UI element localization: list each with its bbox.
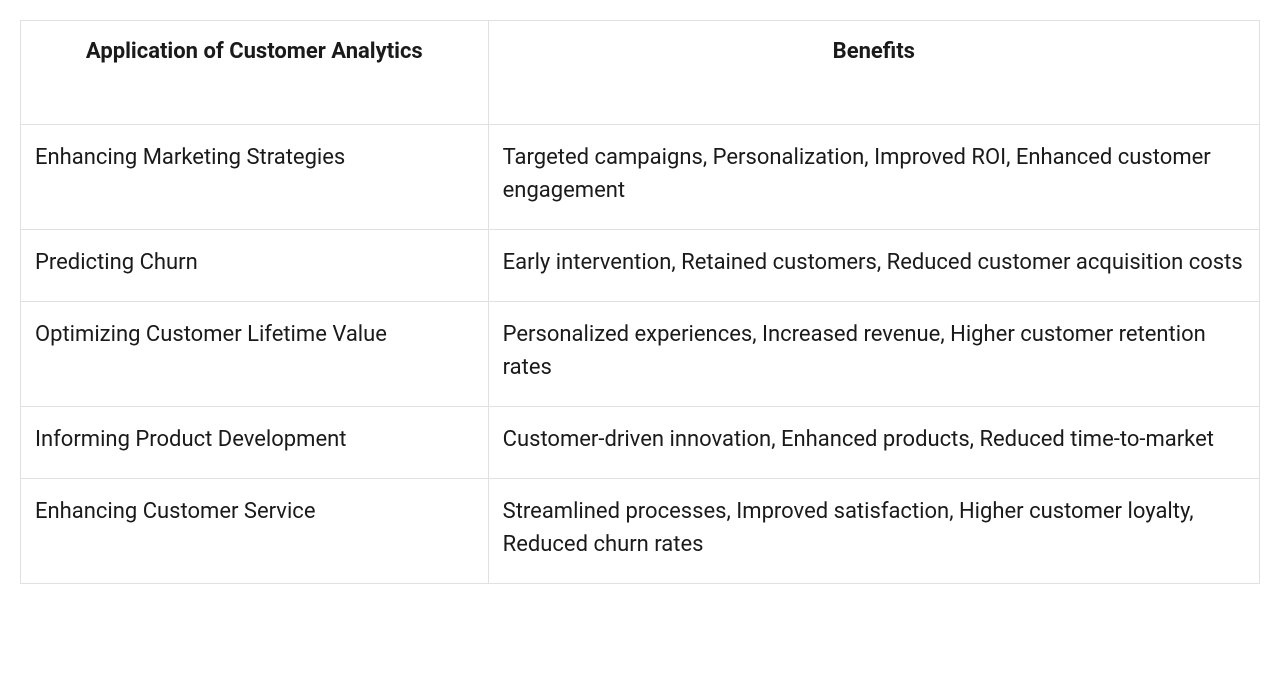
table-row: Informing Product Development Customer-d…: [21, 407, 1260, 479]
cell-application: Enhancing Marketing Strategies: [21, 125, 489, 230]
table-row: Enhancing Marketing Strategies Targeted …: [21, 125, 1260, 230]
cell-benefits: Personalized experiences, Increased reve…: [488, 302, 1259, 407]
cell-benefits: Early intervention, Retained customers, …: [488, 230, 1259, 302]
cell-application: Optimizing Customer Lifetime Value: [21, 302, 489, 407]
customer-analytics-table: Application of Customer Analytics Benefi…: [20, 20, 1260, 584]
cell-application: Predicting Churn: [21, 230, 489, 302]
cell-benefits: Customer-driven innovation, Enhanced pro…: [488, 407, 1259, 479]
table-row: Optimizing Customer Lifetime Value Perso…: [21, 302, 1260, 407]
table-header: Application of Customer Analytics Benefi…: [21, 21, 1260, 125]
column-header-application: Application of Customer Analytics: [21, 21, 489, 125]
table-row: Predicting Churn Early intervention, Ret…: [21, 230, 1260, 302]
cell-application: Enhancing Customer Service: [21, 479, 489, 584]
cell-application: Informing Product Development: [21, 407, 489, 479]
table-header-row: Application of Customer Analytics Benefi…: [21, 21, 1260, 125]
table-body: Enhancing Marketing Strategies Targeted …: [21, 125, 1260, 584]
column-header-benefits: Benefits: [488, 21, 1259, 125]
table-row: Enhancing Customer Service Streamlined p…: [21, 479, 1260, 584]
cell-benefits: Streamlined processes, Improved satisfac…: [488, 479, 1259, 584]
cell-benefits: Targeted campaigns, Personalization, Imp…: [488, 125, 1259, 230]
